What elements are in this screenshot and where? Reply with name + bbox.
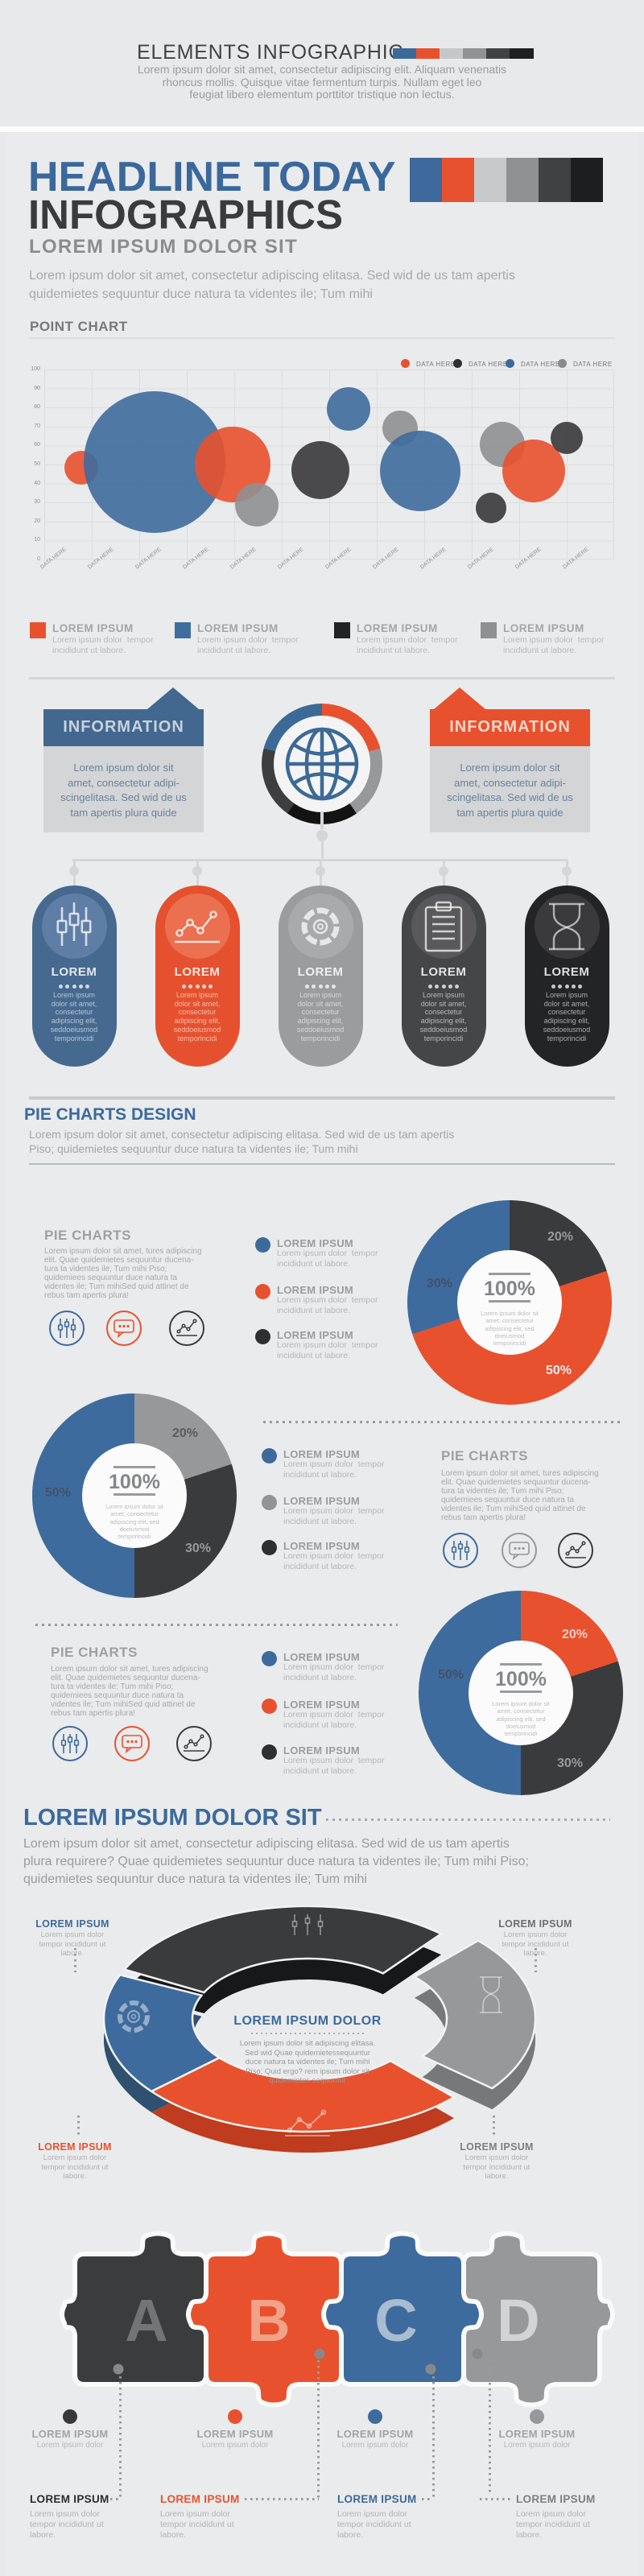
svg-text:A: A	[125, 2287, 167, 2354]
svg-text:D: D	[497, 2287, 539, 2354]
svg-text:C: C	[374, 2287, 417, 2354]
svg-text:B: B	[247, 2287, 290, 2354]
